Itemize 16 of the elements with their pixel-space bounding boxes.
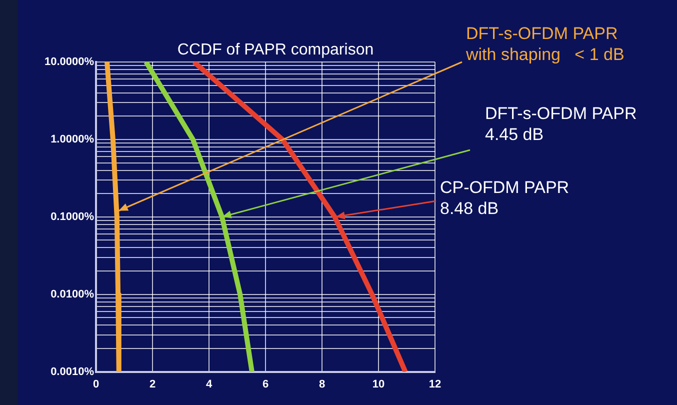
- y-tick-label: 1.0000%: [50, 133, 94, 146]
- y-tick-label: 0.0100%: [50, 288, 94, 300]
- y-tick-label: 0.0010%: [50, 366, 94, 378]
- chart-title: CCDF of PAPR comparison: [177, 41, 374, 58]
- annotation: DFT-s-OFDM PAPR with shaping < 1 dB: [465, 24, 624, 64]
- x-tick-label: 4: [206, 378, 213, 390]
- x-tick-label: 12: [428, 378, 442, 390]
- x-tick-label: 8: [318, 378, 326, 390]
- annotation: CP-OFDM PAPR 8.48 dB: [440, 178, 570, 218]
- x-tick-label: 6: [262, 378, 269, 390]
- x-tick-label: 10: [372, 378, 385, 390]
- y-tick-label: 0.1000%: [50, 210, 94, 223]
- x-tick-label: 0: [92, 378, 100, 390]
- annotation: DFT-s-OFDM PAPR 4.45 dB: [485, 104, 637, 144]
- x-tick-label: 2: [149, 378, 156, 390]
- y-tick-label: 10.0000%: [44, 56, 94, 68]
